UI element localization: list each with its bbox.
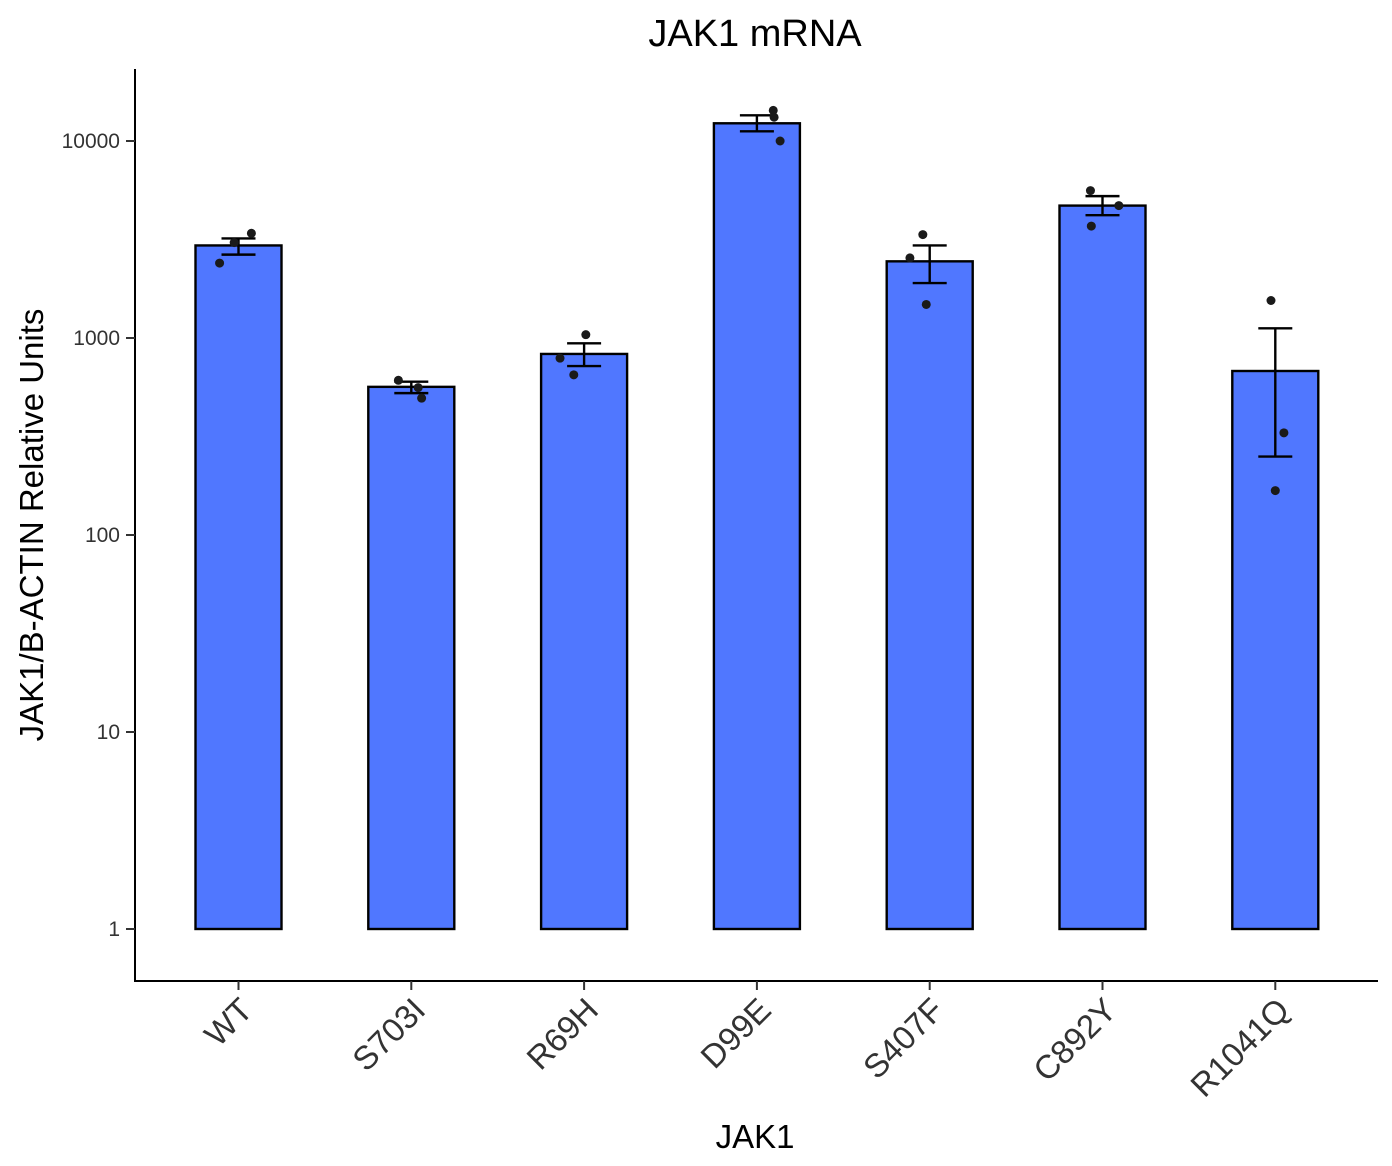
x-tick-label-r69h: R69H <box>519 991 605 1077</box>
bar-c892y <box>1058 204 1147 931</box>
x-tick-label-d99e: D99E <box>693 991 778 1076</box>
data-point-s703i-3 <box>417 393 427 403</box>
x-tick-label-wt: WT <box>197 991 259 1053</box>
x-axis-ticks: WT S703I R69H D99E S407F C892Y R1041Q <box>197 981 1296 1104</box>
data-point-d99e-1 <box>768 105 778 115</box>
data-point-d99e-3 <box>775 136 785 146</box>
bar-s407f <box>885 260 974 931</box>
data-point-r1041q-2 <box>1270 486 1280 496</box>
data-point-r69h-3 <box>581 330 591 340</box>
data-point-r1041q-3 <box>1279 428 1289 438</box>
data-point-d99e-2 <box>769 112 779 122</box>
bar-s703i <box>367 385 456 931</box>
y-tick-label-10000: 10000 <box>62 130 120 153</box>
bar-d99e <box>712 122 802 931</box>
y-axis-ticks: 1 10 100 1000 10000 <box>62 130 135 941</box>
chart-title: JAK1 mRNA <box>648 13 862 55</box>
y-axis-title: JAK1/B-ACTIN Relative Units <box>13 309 50 742</box>
data-point-c892y-1 <box>1085 186 1095 196</box>
error-bars-layer <box>221 114 1293 458</box>
x-axis-title: JAK1 <box>716 1118 795 1155</box>
data-point-c892y-2 <box>1086 221 1096 231</box>
x-tick-label-r1041q: R1041Q <box>1183 991 1296 1104</box>
bar-wt <box>194 244 283 931</box>
bars-layer <box>194 122 1320 931</box>
x-tick-label-s407f: S407F <box>856 991 951 1086</box>
points-layer <box>215 105 1289 496</box>
data-point-s407f-2 <box>918 230 928 240</box>
y-tick-label-100: 100 <box>85 524 120 547</box>
bar-r69h <box>539 352 629 931</box>
data-point-s407f-1 <box>905 253 915 263</box>
data-point-wt-1 <box>215 258 225 268</box>
data-point-wt-3 <box>246 228 256 238</box>
y-tick-label-1: 1 <box>108 918 120 941</box>
x-tick-label-s703i: S703I <box>345 991 432 1078</box>
y-tick-label-10: 10 <box>97 721 120 744</box>
bar-r1041q <box>1231 369 1320 931</box>
x-tick-label-c892y: C892Y <box>1026 991 1124 1089</box>
data-point-s703i-2 <box>413 383 423 393</box>
y-tick-label-1000: 1000 <box>73 327 120 350</box>
data-point-r69h-2 <box>569 370 579 380</box>
data-point-wt-2 <box>229 238 239 248</box>
data-point-r1041q-1 <box>1266 296 1276 306</box>
data-point-s407f-3 <box>921 299 931 309</box>
data-point-s703i-1 <box>393 375 403 385</box>
data-point-c892y-3 <box>1114 201 1124 211</box>
data-point-r69h-1 <box>555 353 565 363</box>
